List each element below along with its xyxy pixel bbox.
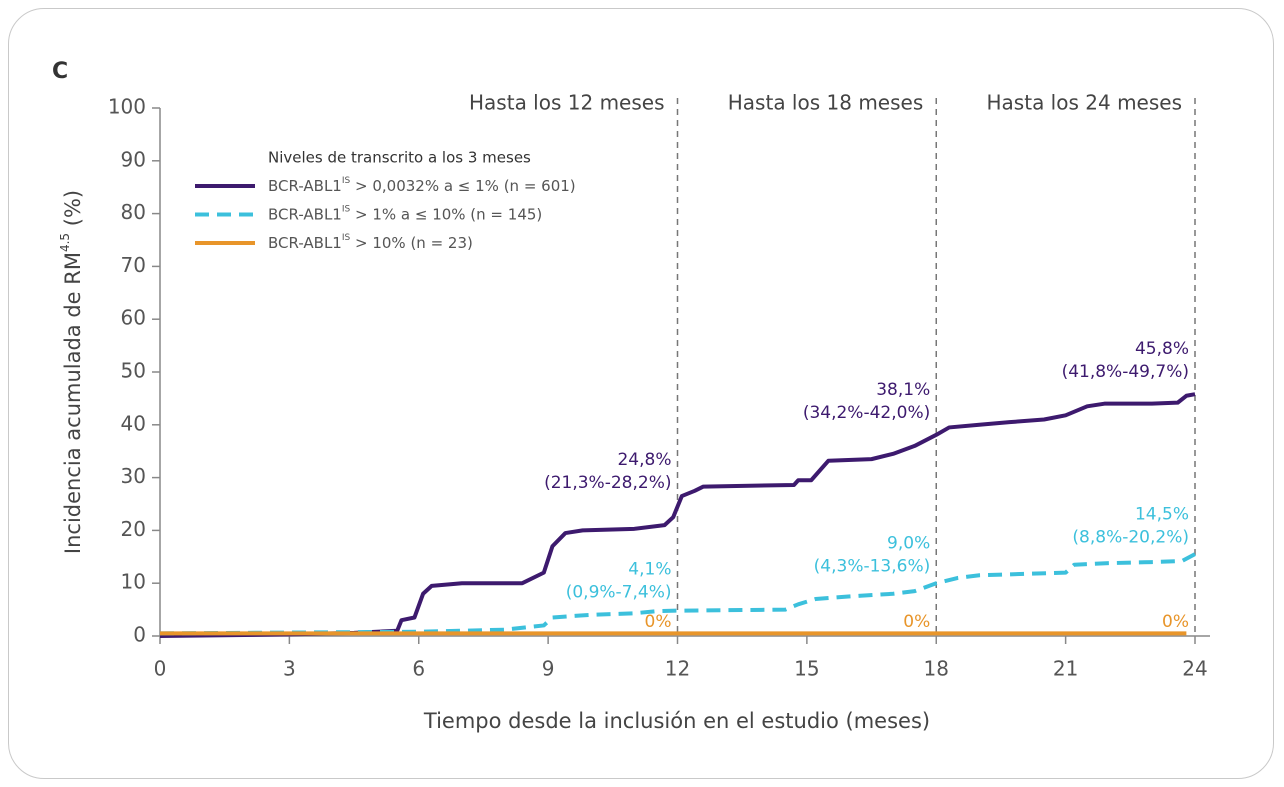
x-tick-label: 0 bbox=[154, 657, 167, 681]
ci-label: (41,8%-49,7%) bbox=[1062, 362, 1189, 382]
legend-rest: > 10% (n = 23) bbox=[350, 234, 473, 252]
card bbox=[8, 8, 1274, 779]
x-tick-label: 3 bbox=[283, 657, 296, 681]
y-tick-label: 80 bbox=[121, 200, 146, 224]
x-tick-label: 24 bbox=[1182, 657, 1207, 681]
y-tick-label: 60 bbox=[121, 306, 146, 330]
legend-name: BCR-ABL1 bbox=[268, 205, 342, 223]
x-tick-label: 6 bbox=[412, 657, 425, 681]
ci-label: (0,9%-7,4%) bbox=[566, 582, 672, 602]
y-tick-label: 30 bbox=[121, 464, 146, 488]
x-tick-label: 12 bbox=[665, 657, 690, 681]
x-tick-label: 21 bbox=[1053, 657, 1078, 681]
series-line bbox=[159, 392, 1196, 638]
legend-sup: IS bbox=[342, 233, 351, 243]
value-label: 0% bbox=[645, 612, 672, 632]
value-label: 0% bbox=[903, 612, 930, 632]
legend-sup: IS bbox=[342, 204, 351, 214]
legend-label: BCR-ABL1IS > 1% a ≤ 10% (n = 145) bbox=[268, 204, 542, 223]
y-tick-label: 20 bbox=[121, 517, 146, 541]
period-label: Hasta los 18 meses bbox=[728, 91, 923, 115]
x-tick-label: 9 bbox=[542, 657, 555, 681]
value-label: 4,1% bbox=[628, 559, 671, 579]
y-label-text: Incidencia acumulada de RM bbox=[61, 252, 85, 554]
ci-label: (34,2%-42,0%) bbox=[803, 403, 930, 423]
legend-name: BCR-ABL1 bbox=[268, 234, 342, 252]
y-axis-label: Incidencia acumulada de RM4.5 (%) bbox=[58, 190, 86, 554]
legend-title: Niveles de transcrito a los 3 meses bbox=[268, 149, 531, 167]
legend-sup: IS bbox=[342, 176, 351, 186]
y-tick-label: 50 bbox=[121, 359, 146, 383]
y-label-suffix: (%) bbox=[61, 190, 85, 233]
x-tick-label: 15 bbox=[794, 657, 819, 681]
value-label: 0% bbox=[1162, 612, 1189, 632]
y-tick-label: 70 bbox=[121, 253, 146, 277]
ci-label: (4,3%-13,6%) bbox=[814, 556, 931, 576]
period-label: Hasta los 12 meses bbox=[469, 91, 664, 115]
y-label-sup: 4.5 bbox=[58, 233, 72, 252]
ci-label: (8,8%-20,2%) bbox=[1072, 527, 1189, 547]
y-tick-label: 0 bbox=[133, 623, 146, 647]
period-label: Hasta los 24 meses bbox=[987, 91, 1182, 115]
value-label: 45,8% bbox=[1135, 339, 1189, 359]
legend-name: BCR-ABL1 bbox=[268, 177, 342, 195]
series-line bbox=[159, 552, 1196, 636]
y-tick-label: 40 bbox=[121, 411, 146, 435]
value-label: 9,0% bbox=[887, 533, 930, 553]
legend-label: BCR-ABL1IS > 10% (n = 23) bbox=[268, 233, 473, 252]
x-axis-label: Tiempo desde la inclusión en el estudio … bbox=[423, 709, 930, 733]
y-tick-label: 90 bbox=[121, 147, 146, 171]
y-tick-label: 100 bbox=[108, 95, 146, 119]
value-label: 38,1% bbox=[876, 380, 930, 400]
y-tick-label: 10 bbox=[121, 570, 146, 594]
legend-label: BCR-ABL1IS > 0,0032% a ≤ 1% (n = 601) bbox=[268, 176, 576, 195]
legend-rest: > 1% a ≤ 10% (n = 145) bbox=[350, 205, 542, 223]
value-label: 24,8% bbox=[617, 450, 671, 470]
panel-label: C bbox=[52, 59, 68, 84]
value-label: 14,5% bbox=[1135, 504, 1189, 524]
x-tick-label: 18 bbox=[924, 657, 949, 681]
ci-label: (21,3%-28,2%) bbox=[544, 473, 671, 493]
legend-rest: > 0,0032% a ≤ 1% (n = 601) bbox=[350, 177, 575, 195]
